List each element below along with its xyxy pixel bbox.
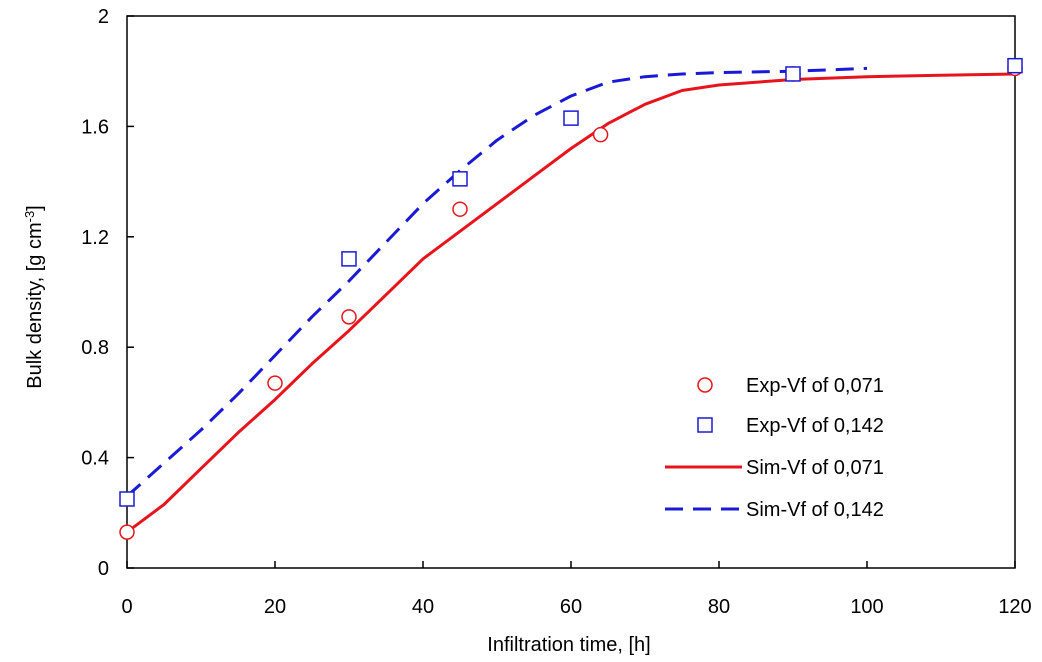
y-tick-label: 0.8 (81, 337, 109, 359)
data-point-circle (592, 126, 609, 143)
data-point-square (119, 491, 135, 507)
data-point-square (341, 251, 357, 267)
y-axis-title-tail: ] (24, 205, 46, 211)
legend-label: Exp-Vf of 0,142 (746, 415, 884, 437)
y-axis-title-sup: -3 (22, 211, 37, 223)
y-tick-label: 0.4 (81, 448, 109, 470)
series-line-2 (126, 72, 1016, 534)
x-tick-label: 20 (264, 596, 286, 618)
x-tick-label: 100 (850, 596, 883, 618)
y-axis-title-main: Bulk density, [g cm (24, 222, 46, 388)
data-point-square (563, 110, 579, 126)
series-line-3 (125, 66, 868, 498)
data-point-square (785, 66, 801, 82)
data-point-circle (267, 375, 283, 391)
legend-label: Sim-Vf of 0,142 (746, 499, 884, 521)
x-axis-title: Infiltration time, [h] (487, 634, 650, 656)
legend-label: Exp-Vf of 0,071 (746, 375, 884, 397)
series-layer (119, 57, 1023, 540)
y-tick-label: 1.6 (81, 116, 109, 138)
data-point-square (1007, 57, 1023, 74)
plot-area-border (126, 15, 1016, 569)
legend-symbol-square (697, 417, 713, 433)
legend: Exp-Vf of 0,071 Exp-Vf of 0,142 Sim-Vf of … (665, 375, 884, 521)
y-tick-label: 2 (98, 6, 109, 28)
axis-ticks: 0 20 40 60 80 100 120 0 0.4 0.8 1.2 1.6 2 (81, 6, 1032, 618)
x-tick-label: 40 (412, 596, 434, 618)
y-tick-label: 0 (98, 558, 109, 580)
legend-label: Sim-Vf of 0,071 (746, 457, 884, 479)
x-tick-label: 60 (560, 596, 582, 618)
data-point-circle (452, 201, 468, 217)
data-point-square (452, 171, 468, 187)
data-point-circle (119, 524, 135, 540)
data-point-circle (341, 309, 357, 325)
x-tick-label: 80 (708, 596, 730, 618)
x-tick-label: 120 (998, 596, 1031, 618)
plot-frame (126, 15, 1016, 569)
y-axis-title: Bulk density, [g cm-3] (22, 205, 47, 388)
legend-symbol-circle (697, 377, 713, 393)
x-tick-label: 0 (121, 596, 132, 618)
y-tick-label: 1.2 (81, 227, 109, 249)
